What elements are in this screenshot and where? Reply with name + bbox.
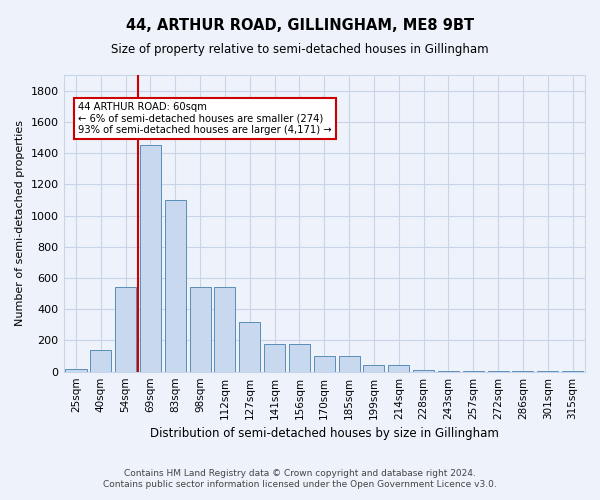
Bar bbox=[115, 288, 136, 372]
Bar bbox=[140, 146, 161, 372]
Bar bbox=[190, 288, 211, 372]
Bar bbox=[90, 350, 112, 372]
Text: 44, ARTHUR ROAD, GILLINGHAM, ME8 9BT: 44, ARTHUR ROAD, GILLINGHAM, ME8 9BT bbox=[126, 18, 474, 32]
Bar bbox=[438, 371, 459, 372]
Bar bbox=[338, 356, 359, 372]
Bar bbox=[165, 200, 186, 372]
Bar bbox=[364, 364, 385, 372]
Bar bbox=[413, 370, 434, 372]
Y-axis label: Number of semi-detached properties: Number of semi-detached properties bbox=[15, 120, 25, 326]
X-axis label: Distribution of semi-detached houses by size in Gillingham: Distribution of semi-detached houses by … bbox=[150, 427, 499, 440]
Bar bbox=[264, 344, 285, 372]
Text: Contains HM Land Registry data © Crown copyright and database right 2024.: Contains HM Land Registry data © Crown c… bbox=[124, 468, 476, 477]
Text: Size of property relative to semi-detached houses in Gillingham: Size of property relative to semi-detach… bbox=[111, 42, 489, 56]
Bar bbox=[314, 356, 335, 372]
Bar bbox=[65, 370, 86, 372]
Bar bbox=[388, 364, 409, 372]
Text: Contains public sector information licensed under the Open Government Licence v3: Contains public sector information licen… bbox=[103, 480, 497, 489]
Text: 44 ARTHUR ROAD: 60sqm
← 6% of semi-detached houses are smaller (274)
93% of semi: 44 ARTHUR ROAD: 60sqm ← 6% of semi-detac… bbox=[79, 102, 332, 134]
Bar bbox=[214, 288, 235, 372]
Bar bbox=[239, 322, 260, 372]
Bar bbox=[289, 344, 310, 372]
